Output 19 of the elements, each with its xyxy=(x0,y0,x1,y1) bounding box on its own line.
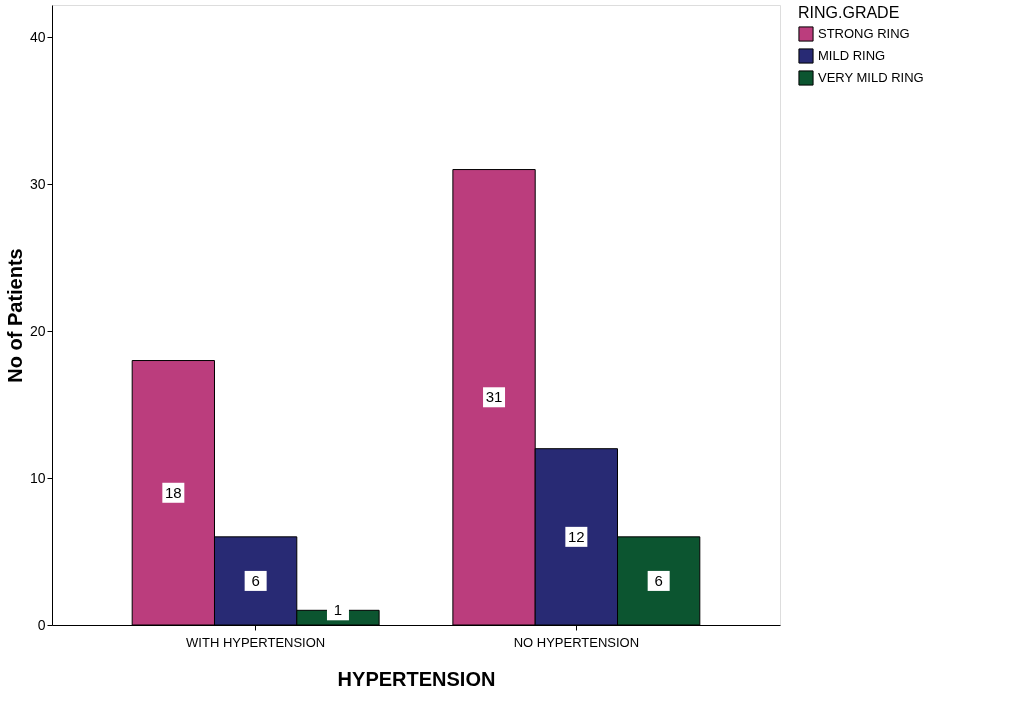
data-label: 6 xyxy=(251,571,260,589)
y-tick-label: 30 xyxy=(29,175,46,192)
data-label: 18 xyxy=(164,483,182,501)
data-label: 1 xyxy=(333,601,343,619)
x-tick-label: WITH HYPERTENSION xyxy=(186,634,326,650)
legend-label: VERY MILD RING xyxy=(818,70,924,85)
data-label: 6 xyxy=(654,571,663,589)
legend-title: RING.GRADE xyxy=(798,4,900,21)
x-tick-label: NO HYPERTENSION xyxy=(513,634,640,650)
data-label: 31 xyxy=(485,388,503,406)
y-tick-label: 20 xyxy=(29,322,46,339)
data-label: 12 xyxy=(568,527,585,545)
legend-label: STRONG RING xyxy=(818,26,910,41)
y-axis-title: No of Patients xyxy=(3,248,26,383)
legend-label: MILD RING xyxy=(818,48,886,63)
y-tick-label: 40 xyxy=(29,28,46,45)
x-axis-title: HYPERTENSION xyxy=(337,667,496,690)
y-tick-label: 10 xyxy=(29,469,46,486)
y-tick-label: 0 xyxy=(37,616,46,633)
